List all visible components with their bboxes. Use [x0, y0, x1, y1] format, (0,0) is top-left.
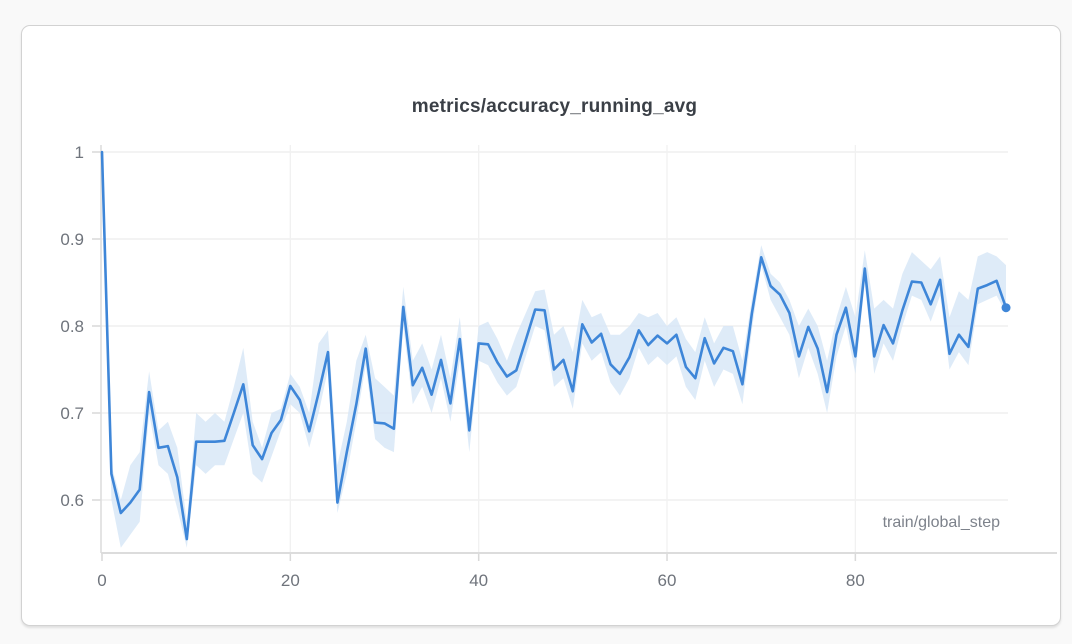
- last-point-dot[interactable]: [1001, 303, 1011, 313]
- series-line[interactable]: [100, 150, 1008, 541]
- x-tick-label: 0: [97, 571, 106, 590]
- x-tick-label: 40: [469, 571, 488, 590]
- x-tick-label: 60: [658, 571, 677, 590]
- chart-title: metrics/accuracy_running_avg: [411, 96, 698, 117]
- x-tick-label: 20: [281, 571, 300, 590]
- y-tick-label: 0.6: [60, 491, 84, 510]
- y-tick-label: 0.7: [60, 404, 84, 423]
- x-axis-label: train/global_step: [882, 514, 1000, 531]
- y-tick-label: 0.9: [60, 230, 84, 249]
- x-tick-label: 80: [846, 571, 865, 590]
- y-tick-label: 1: [75, 143, 84, 162]
- min-max-band: [102, 152, 1006, 548]
- y-tick-label: 0.8: [60, 317, 84, 336]
